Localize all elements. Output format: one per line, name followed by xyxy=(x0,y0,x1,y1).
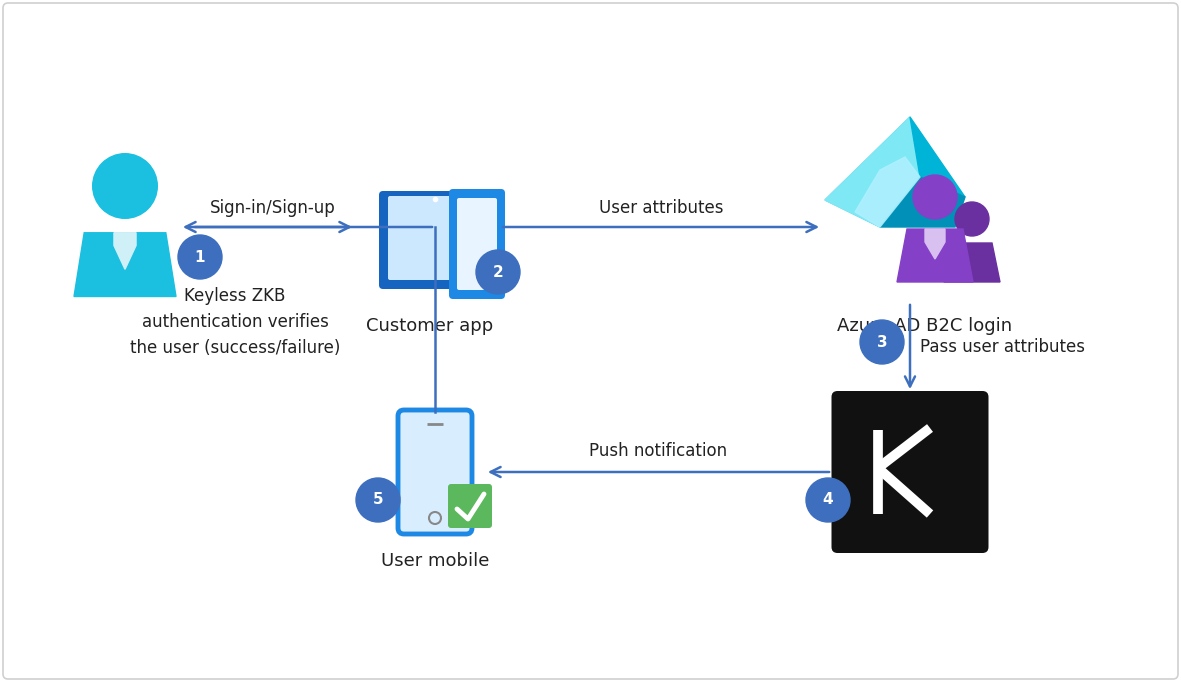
Circle shape xyxy=(429,512,441,524)
Text: Sign-in/Sign-up: Sign-in/Sign-up xyxy=(210,199,335,217)
Circle shape xyxy=(955,202,988,236)
Text: Azure AD B2C login: Azure AD B2C login xyxy=(837,317,1012,335)
Polygon shape xyxy=(826,117,920,227)
Circle shape xyxy=(860,320,903,364)
Polygon shape xyxy=(855,157,920,227)
FancyBboxPatch shape xyxy=(831,391,988,553)
Polygon shape xyxy=(826,117,920,227)
Circle shape xyxy=(355,478,400,522)
Text: User attributes: User attributes xyxy=(599,199,723,217)
Circle shape xyxy=(92,153,157,218)
Text: Pass user attributes: Pass user attributes xyxy=(920,338,1085,356)
Text: Keyless ZKB
authentication verifies
the user (success/failure): Keyless ZKB authentication verifies the … xyxy=(130,286,340,357)
Circle shape xyxy=(805,478,850,522)
Polygon shape xyxy=(74,233,176,297)
Circle shape xyxy=(476,250,520,294)
Text: 4: 4 xyxy=(823,492,834,507)
Text: Customer app: Customer app xyxy=(366,317,494,335)
Text: 3: 3 xyxy=(876,334,887,349)
Polygon shape xyxy=(944,243,1000,282)
FancyBboxPatch shape xyxy=(4,3,1177,679)
Text: User mobile: User mobile xyxy=(380,552,489,570)
Polygon shape xyxy=(880,177,965,227)
Polygon shape xyxy=(911,117,965,197)
Text: 2: 2 xyxy=(492,265,503,280)
FancyBboxPatch shape xyxy=(389,196,483,280)
FancyBboxPatch shape xyxy=(457,198,497,290)
Polygon shape xyxy=(898,229,973,282)
FancyBboxPatch shape xyxy=(449,189,505,299)
FancyBboxPatch shape xyxy=(398,410,472,534)
Polygon shape xyxy=(925,229,945,259)
Circle shape xyxy=(178,235,222,279)
Circle shape xyxy=(913,175,957,219)
FancyBboxPatch shape xyxy=(379,191,492,289)
FancyBboxPatch shape xyxy=(448,484,492,528)
Text: 5: 5 xyxy=(373,492,384,507)
Polygon shape xyxy=(113,233,136,269)
Text: 1: 1 xyxy=(195,250,205,265)
Text: Push notification: Push notification xyxy=(589,442,727,460)
